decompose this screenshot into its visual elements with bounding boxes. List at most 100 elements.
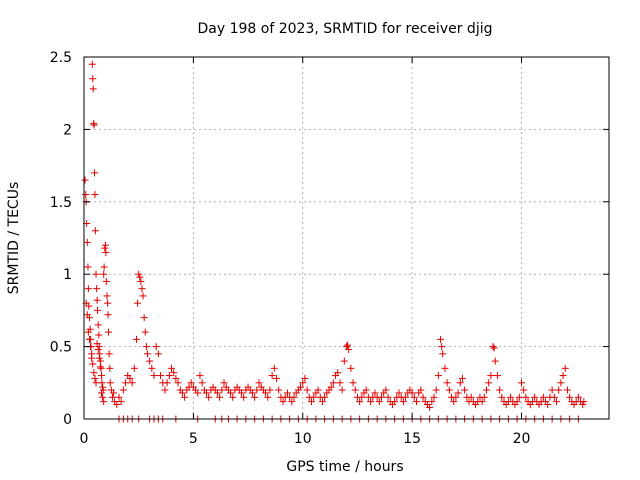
data-point xyxy=(338,386,346,394)
data-point xyxy=(102,248,110,256)
data-point xyxy=(557,379,565,387)
data-point xyxy=(92,379,100,387)
data-point xyxy=(384,393,392,401)
data-point xyxy=(143,350,151,358)
data-point xyxy=(89,75,97,83)
data-point xyxy=(136,273,144,281)
data-point xyxy=(88,354,96,362)
data-point xyxy=(336,379,344,387)
data-point xyxy=(580,398,588,406)
data-point xyxy=(152,343,160,351)
y-axis: 0 0.5 1 1.5 2 2.5 xyxy=(50,50,609,428)
data-point xyxy=(128,379,136,387)
data-point xyxy=(137,277,145,285)
data-point xyxy=(203,389,210,397)
data-point xyxy=(108,393,116,401)
data-point xyxy=(270,364,278,372)
data-point xyxy=(100,398,108,406)
data-point xyxy=(441,364,449,372)
data-point xyxy=(170,369,178,377)
data-point xyxy=(345,345,353,353)
data-point xyxy=(157,372,165,380)
data-point xyxy=(130,364,138,372)
data-point xyxy=(480,393,488,401)
y-tick-label: 0 xyxy=(63,412,72,428)
data-point xyxy=(99,383,107,391)
data-point xyxy=(450,398,458,406)
data-point xyxy=(555,386,563,394)
data-point xyxy=(89,85,97,93)
data-point xyxy=(478,398,486,406)
data-point xyxy=(395,389,403,397)
data-point xyxy=(98,379,106,387)
data-point xyxy=(452,393,460,401)
data-point xyxy=(522,393,530,401)
data-point xyxy=(290,393,298,401)
data-point xyxy=(178,389,186,397)
y-tick-label: 1.5 xyxy=(50,195,72,211)
data-point xyxy=(161,386,169,394)
data-point xyxy=(88,60,96,68)
data-point xyxy=(229,393,237,401)
y-tick-label: 2.5 xyxy=(50,50,72,66)
data-point xyxy=(105,350,113,358)
data-point xyxy=(262,389,270,397)
data-point xyxy=(318,398,326,406)
data-point xyxy=(566,393,574,401)
data-point xyxy=(255,379,263,387)
y-tick-label: 1 xyxy=(63,267,72,283)
data-point xyxy=(218,386,226,394)
data-point xyxy=(94,306,102,314)
data-point xyxy=(358,393,366,401)
data-point xyxy=(135,270,143,278)
data-point xyxy=(102,277,110,285)
data-point xyxy=(248,389,256,397)
data-point xyxy=(163,379,171,387)
data-point xyxy=(172,374,180,382)
data-point xyxy=(140,314,148,322)
data-point xyxy=(561,364,569,372)
data-point xyxy=(574,393,582,401)
data-point xyxy=(85,335,93,343)
plot-frame xyxy=(83,56,610,420)
data-point xyxy=(196,372,204,380)
data-point xyxy=(329,379,337,387)
data-point xyxy=(213,389,221,397)
data-point xyxy=(349,379,357,387)
data-point xyxy=(378,393,385,401)
data-point xyxy=(98,372,105,380)
data-point xyxy=(490,344,498,352)
data-point xyxy=(117,398,125,406)
data-point xyxy=(150,372,158,380)
data-point xyxy=(165,372,173,380)
data-point xyxy=(496,386,504,394)
data-point xyxy=(154,350,162,358)
data-point xyxy=(347,364,355,372)
data-point xyxy=(93,285,101,293)
data-point xyxy=(93,296,101,304)
data-point xyxy=(95,331,103,339)
data-point xyxy=(483,386,490,394)
data-point xyxy=(321,393,329,401)
x-axis: 0 5 10 15 20 xyxy=(80,57,530,447)
data-point xyxy=(439,350,447,358)
data-point xyxy=(141,328,149,336)
data-point xyxy=(438,343,446,351)
data-point xyxy=(146,357,154,365)
data-point xyxy=(90,369,98,377)
data-point xyxy=(310,393,318,401)
data-point xyxy=(95,354,103,362)
data-point xyxy=(187,379,195,387)
data-point xyxy=(264,393,272,401)
data-point xyxy=(344,341,352,349)
data-point xyxy=(334,369,342,377)
data-point xyxy=(148,364,156,372)
data-point xyxy=(104,299,112,307)
data-point xyxy=(91,169,98,177)
data-point xyxy=(238,389,245,397)
data-point xyxy=(142,343,150,351)
data-point xyxy=(100,270,108,278)
data-point xyxy=(91,374,99,382)
data-point xyxy=(91,227,99,235)
data-point xyxy=(454,389,462,397)
